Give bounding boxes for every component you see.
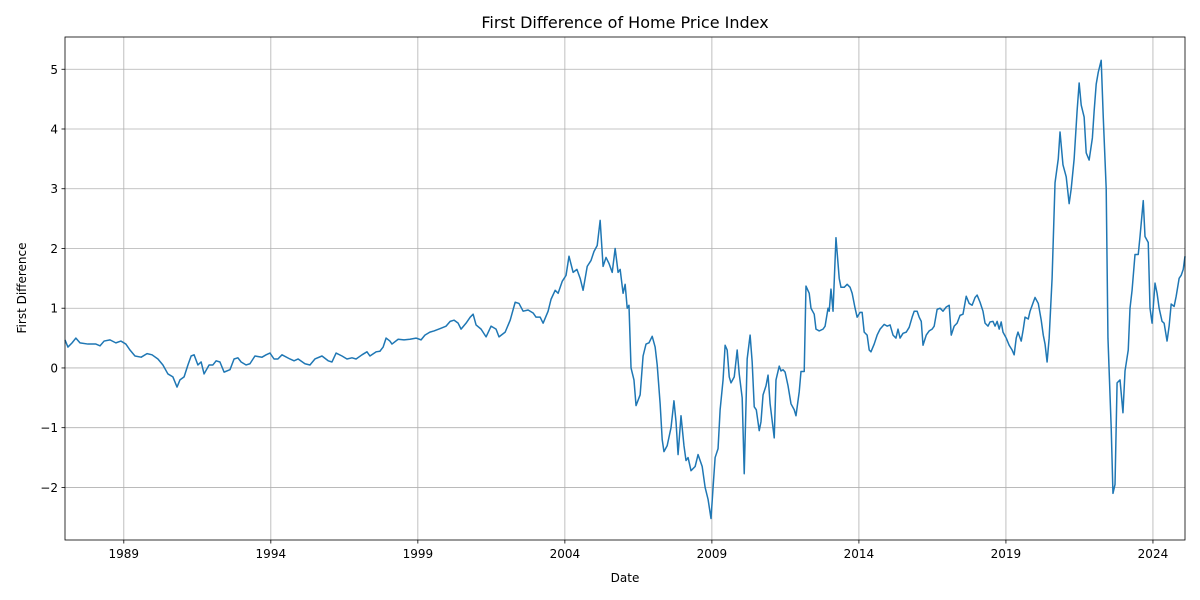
y-tick-label: −2 — [40, 481, 58, 495]
x-tick-label: 2024 — [1138, 547, 1169, 561]
y-tick-label: 1 — [50, 302, 58, 316]
x-tick-label: 1989 — [109, 547, 140, 561]
y-tick-label: 0 — [50, 361, 58, 375]
x-tick-label: 2014 — [844, 547, 875, 561]
x-tick-label: 2019 — [991, 547, 1022, 561]
x-tick-label: 1999 — [403, 547, 434, 561]
y-axis-label: First Difference — [15, 243, 29, 334]
y-tick-label: 3 — [50, 182, 58, 196]
x-tick-label: 2009 — [697, 547, 728, 561]
x-axis-label: Date — [611, 571, 640, 585]
y-tick-label: −1 — [40, 421, 58, 435]
chart-title: First Difference of Home Price Index — [481, 13, 768, 32]
y-tick-label: 2 — [50, 242, 58, 256]
x-tick-label: 2004 — [550, 547, 581, 561]
y-tick-label: 5 — [50, 63, 58, 77]
y-tick-label: 4 — [50, 122, 58, 136]
x-tick-label: 1994 — [256, 547, 287, 561]
plot-frame — [64, 36, 1186, 541]
data-line — [64, 59, 1186, 520]
